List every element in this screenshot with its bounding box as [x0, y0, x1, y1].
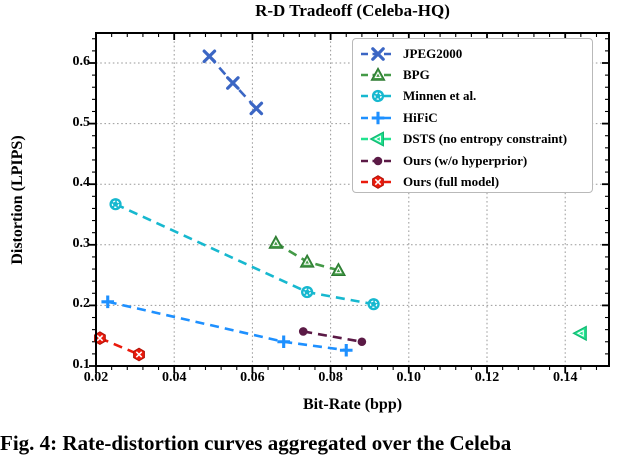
data-point-dsts-no-entropy-constraint	[572, 325, 587, 342]
legend-item-ours-full-model: Ours (full model)	[360, 171, 592, 192]
legend-label: BPG	[403, 67, 430, 83]
y-tick-label: 0.4	[72, 175, 91, 191]
legend-label: JPEG2000	[403, 45, 463, 61]
data-point-minnen-et-al	[301, 285, 314, 299]
series-line-ours-w-o-hyperprior	[303, 330, 363, 344]
data-point-bpg	[268, 234, 284, 249]
x-tick-label: 0.08	[318, 370, 343, 385]
y-tick-label: 0.3	[72, 235, 91, 251]
legend-item-minnen-et-al: Minnen et al.	[360, 86, 592, 107]
legend-marker-jpeg2000	[361, 46, 395, 61]
legend-marker-dsts-no-entropy-constraint	[361, 131, 395, 148]
data-point-hific	[277, 335, 290, 349]
legend-label: Minnen et al.	[403, 88, 477, 104]
data-point-ours-full-model	[94, 331, 106, 346]
x-tick-label: 0.12	[474, 370, 500, 385]
legend-marker-minnen-et-al	[361, 90, 395, 103]
y-tick-label: 0.1	[72, 357, 91, 372]
data-point-jpeg2000	[202, 49, 217, 64]
y-tick-label: 0.2	[72, 296, 91, 312]
legend-item-ours-w-o-hyperprior: Ours (w/o hyperprior)	[360, 150, 592, 171]
legend-marker-bpg	[361, 67, 395, 81]
legend-label: DSTS (no entropy constraint)	[403, 131, 568, 147]
y-axis-label: Distortion (LPIPS)	[9, 135, 26, 265]
x-axis-label: Bit-Rate (bpp)	[302, 396, 403, 413]
legend-item-bpg: BPG	[360, 64, 592, 85]
y-tick-label: 0.6	[72, 53, 91, 69]
legend-marker-ours-w-o-hyperprior	[361, 156, 395, 165]
data-point-ours-full-model	[133, 347, 145, 362]
x-tick-label: 0.14	[552, 370, 578, 385]
x-tick-label: 0.02	[83, 370, 109, 385]
data-point-hific	[101, 295, 115, 309]
legend: JPEG2000 BPG Minnen et al. HiFiC DSTS (no en…	[352, 38, 593, 193]
y-tick-label: 0.5	[72, 114, 91, 130]
data-point-ours-w-o-hyperprior	[357, 337, 367, 347]
legend-marker-hific	[361, 111, 395, 125]
data-point-hific	[339, 343, 353, 357]
figure-caption: Fig. 4: Rate-distortion curves aggregate…	[0, 431, 512, 455]
data-point-bpg	[330, 262, 347, 277]
series-line-ours-full-model	[99, 336, 140, 356]
legend-label: HiFiC	[403, 109, 438, 125]
chart-title: R-D Tradeoff (Celeba-HQ)	[255, 1, 450, 20]
data-point-minnen-et-al	[109, 198, 122, 211]
data-point-minnen-et-al	[367, 298, 380, 311]
x-tick-label: 0.10	[396, 370, 422, 385]
x-tick-label: 0.04	[161, 370, 187, 385]
axes-frame	[95, 32, 610, 367]
legend-item-dsts-no-entropy-constraint: DSTS (no entropy constraint)	[360, 129, 592, 150]
series-line-minnen-et-al	[115, 203, 374, 306]
legend-label: Ours (full model)	[403, 174, 500, 190]
legend-item-jpeg2000: JPEG2000	[360, 43, 592, 64]
series-line-hific	[107, 300, 347, 352]
data-point-bpg	[299, 253, 315, 268]
legend-marker-ours-full-model	[361, 175, 395, 189]
legend-item-hific: HiFiC	[360, 107, 592, 128]
x-tick-label: 0.06	[240, 370, 265, 385]
data-point-ours-w-o-hyperprior	[298, 327, 308, 336]
data-point-jpeg2000	[249, 101, 264, 116]
legend-label: Ours (w/o hyperprior)	[403, 152, 528, 168]
data-point-jpeg2000	[226, 76, 240, 90]
